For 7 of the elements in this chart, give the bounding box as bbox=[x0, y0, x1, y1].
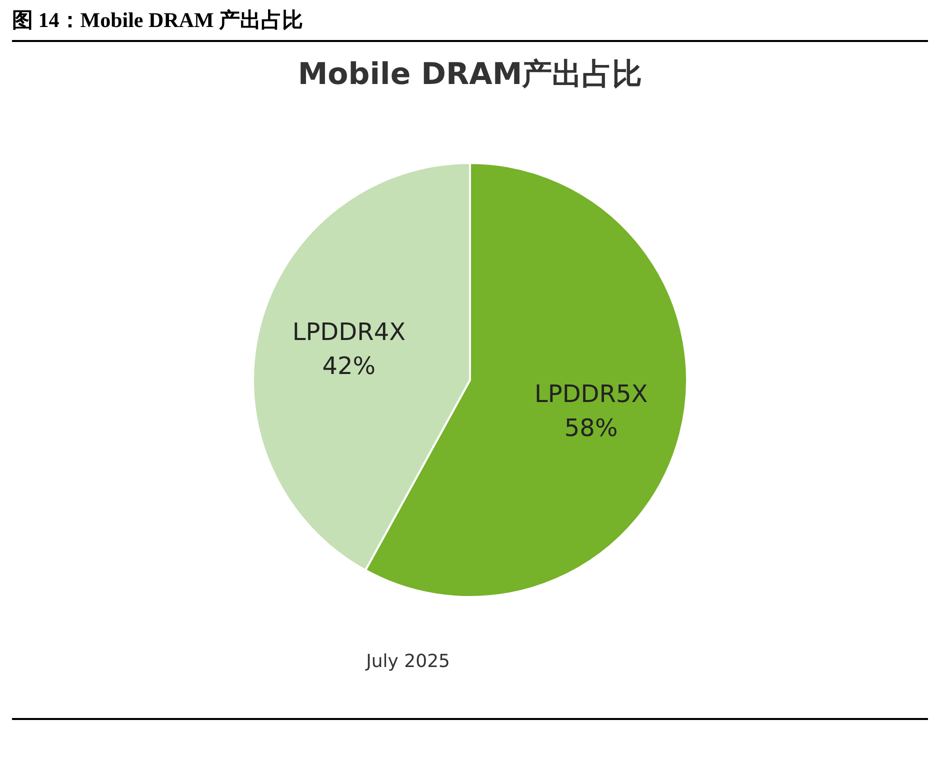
chart-title: 图 14：Mobile DRAM 产出占比 bbox=[12, 6, 928, 42]
slice-label: LPDDR5X bbox=[534, 380, 648, 408]
chart-subtitle: Mobile DRAM产出占比 bbox=[298, 57, 642, 92]
text: July 2025 bbox=[365, 651, 450, 672]
data-label: 42% bbox=[322, 352, 376, 380]
data-label: 58% bbox=[564, 414, 618, 442]
slice-label: LPDDR4X bbox=[292, 318, 406, 346]
